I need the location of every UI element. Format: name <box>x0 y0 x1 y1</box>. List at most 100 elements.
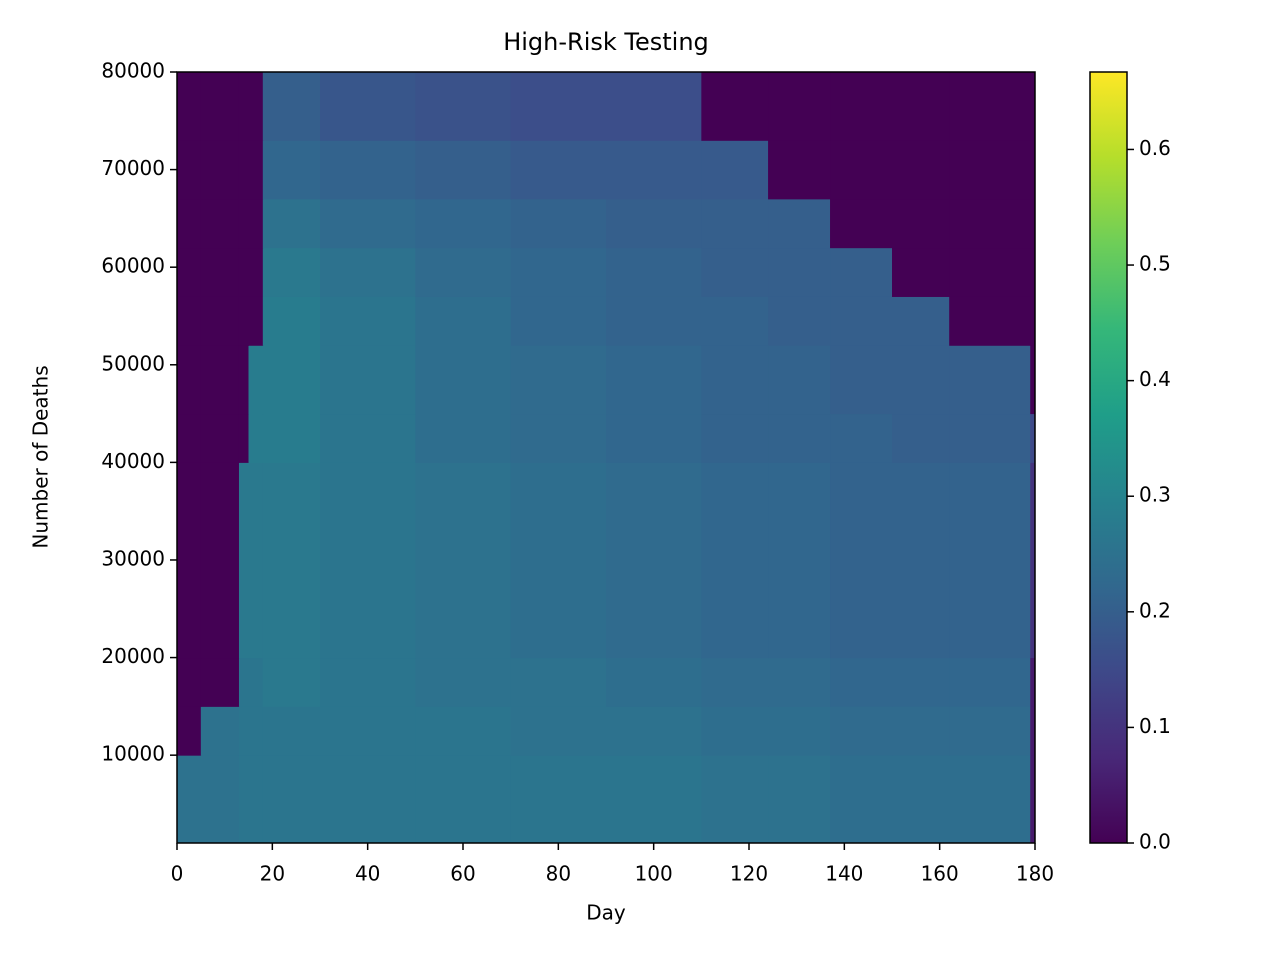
heatmap-cell <box>320 706 416 756</box>
heatmap-cell <box>830 140 893 200</box>
heatmap-cell <box>262 755 321 844</box>
heatmap-cell <box>262 706 321 756</box>
heatmap-cell <box>177 140 202 200</box>
heatmap-cell <box>200 140 240 200</box>
colorbar-tick-label: 0.6 <box>1139 136 1171 160</box>
heatmap-cell <box>248 345 264 415</box>
heatmap-cell <box>248 706 264 756</box>
heatmap-cell <box>768 755 831 844</box>
heatmap-cell <box>701 755 769 844</box>
heatmap-cell <box>892 706 950 756</box>
heatmap-cell <box>238 198 249 249</box>
heatmap-cell <box>320 296 416 346</box>
heatmap-cell <box>830 247 893 297</box>
heatmap-cell <box>320 755 416 844</box>
heatmap-cell <box>768 296 831 346</box>
heatmap-cell <box>606 345 702 415</box>
heatmap-cell <box>892 413 950 463</box>
heatmap-cell <box>177 657 202 707</box>
heatmap-cell <box>415 657 512 707</box>
heatmap-cell <box>200 296 240 346</box>
heatmap-cell <box>177 706 202 756</box>
heatmap-cell <box>701 413 769 463</box>
heatmap-cell <box>606 413 702 463</box>
heatmap-cell <box>1030 140 1036 200</box>
heatmap-cell <box>415 413 512 463</box>
y-tick-label: 20000 <box>101 644 165 668</box>
heatmap-cell <box>1030 413 1036 463</box>
colorbar-tick-label: 0.0 <box>1139 830 1171 854</box>
heatmap-cell <box>1030 755 1036 844</box>
heatmap-cell <box>768 345 831 415</box>
heatmap-cell <box>701 345 769 415</box>
colorbar-tick-label: 0.2 <box>1139 598 1171 622</box>
x-tick-label: 160 <box>921 862 959 886</box>
heatmap-cell <box>320 247 416 297</box>
heatmap-cell <box>949 462 1031 659</box>
heatmap-cell <box>200 413 240 463</box>
heatmap-cell <box>262 462 321 659</box>
heatmap-cell <box>510 140 607 200</box>
heatmap-cell <box>262 413 321 463</box>
heatmap-cell <box>701 657 769 707</box>
colorbar-tick-label: 0.3 <box>1139 483 1171 507</box>
heatmap-cell <box>768 706 831 756</box>
x-axis-label: Day <box>586 901 626 925</box>
x-tick-label: 140 <box>825 862 863 886</box>
heatmap-cell <box>606 755 702 844</box>
heatmap-cell <box>892 755 950 844</box>
heatmap-cell <box>949 755 1031 844</box>
heatmap-cell <box>510 247 607 297</box>
heatmap-cell <box>200 462 240 659</box>
heatmap-cell <box>949 198 1031 249</box>
chart-title: High-Risk Testing <box>503 28 709 56</box>
heatmap-cell <box>415 198 512 249</box>
heatmap-cell <box>262 198 321 249</box>
heatmap-cell <box>510 706 607 756</box>
heatmap-cell <box>262 140 321 200</box>
heatmap-cell <box>238 140 249 200</box>
heatmap-cell <box>1030 657 1036 707</box>
heatmap-cell <box>768 198 831 249</box>
heatmap-cell <box>949 657 1031 707</box>
y-tick-label: 50000 <box>101 351 165 375</box>
colorbar-tick-label: 0.4 <box>1139 367 1171 391</box>
x-tick-label: 20 <box>260 862 285 886</box>
heatmap-cell <box>606 657 702 707</box>
heatmap-cell <box>415 140 512 200</box>
heatmap-cell <box>510 462 607 659</box>
heatmap-cell <box>606 247 702 297</box>
heatmap-cell <box>830 345 893 415</box>
y-axis-label: Number of Deaths <box>29 365 53 548</box>
heatmap-cell <box>177 462 202 659</box>
heatmap-cell <box>510 296 607 346</box>
heatmap-cell <box>1030 296 1036 346</box>
heatmap-cell <box>768 462 831 659</box>
heatmap-cell <box>892 247 950 297</box>
x-tick-label: 0 <box>171 862 184 886</box>
colorbar-tick-label: 0.5 <box>1139 252 1171 276</box>
heatmap-cell <box>248 247 264 297</box>
heatmap-cell <box>606 296 702 346</box>
heatmap-cell <box>320 72 416 141</box>
heatmap-cell <box>262 657 321 707</box>
heatmap-cell <box>768 72 831 141</box>
heatmap-cell <box>892 198 950 249</box>
heatmap-cell <box>510 198 607 249</box>
heatmap-cell <box>248 296 264 346</box>
heatmap-cell <box>830 462 893 659</box>
heatmap-cell <box>415 247 512 297</box>
heatmap-cell <box>768 247 831 297</box>
heatmap-cell <box>177 413 202 463</box>
heatmap-cell <box>830 198 893 249</box>
heatmap-cell <box>415 706 512 756</box>
heatmap-cell <box>510 72 607 141</box>
heatmap-cell <box>768 413 831 463</box>
heatmap-cell <box>262 345 321 415</box>
heatmap-cell <box>949 345 1031 415</box>
heatmap-cell <box>606 140 702 200</box>
heatmap-cell <box>830 72 893 141</box>
heatmap-cell <box>510 755 607 844</box>
heatmap-cell <box>510 345 607 415</box>
